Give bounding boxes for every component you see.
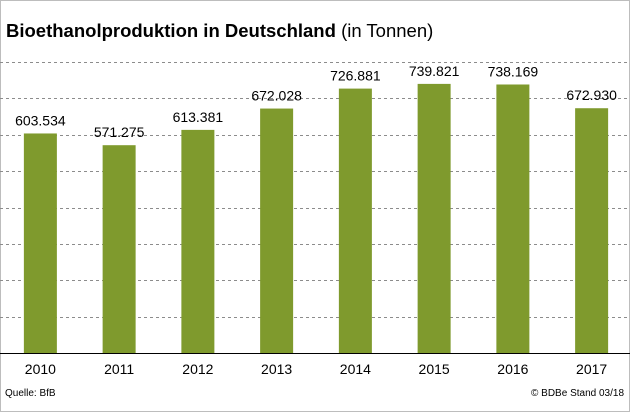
chart-title-unit: (in Tonnen) (341, 20, 434, 41)
x-tick-label-2015: 2015 (419, 361, 450, 377)
copyright-note: © BDBe Stand 03/18 (531, 388, 624, 399)
bar-2017 (575, 108, 609, 353)
x-tick-label-2013: 2013 (261, 361, 292, 377)
data-label-2012: 613.381 (173, 109, 224, 125)
x-tick-label-2010: 2010 (25, 361, 56, 377)
data-label-2011: 571.275 (94, 124, 145, 140)
x-tick-label-2017: 2017 (576, 361, 607, 377)
x-tick-label-2012: 2012 (182, 361, 213, 377)
bar-2010 (23, 133, 57, 353)
bar-2016 (496, 84, 530, 353)
data-label-2014: 726.881 (330, 68, 381, 84)
bar-2014 (338, 88, 372, 353)
data-label-2010: 603.534 (15, 112, 66, 128)
x-tick-label-2011: 2011 (104, 361, 134, 377)
x-tick-label-2014: 2014 (340, 361, 371, 377)
data-label-2016: 738.169 (488, 63, 539, 79)
chart-title-main: Bioethanolproduktion in Deutschland (6, 20, 336, 41)
bar-2015 (417, 83, 451, 354)
data-label-2013: 672.028 (251, 88, 302, 104)
x-tick-label-2016: 2016 (497, 361, 528, 377)
source-note: Quelle: BfB (5, 388, 56, 399)
bar-2011 (102, 145, 136, 353)
data-label-2015: 739.821 (409, 63, 460, 79)
bar-2013 (260, 108, 294, 354)
chart-title: Bioethanolproduktion in Deutschland (in … (6, 20, 433, 42)
bar-2012 (181, 129, 215, 353)
data-label-2017: 672.930 (566, 87, 617, 103)
